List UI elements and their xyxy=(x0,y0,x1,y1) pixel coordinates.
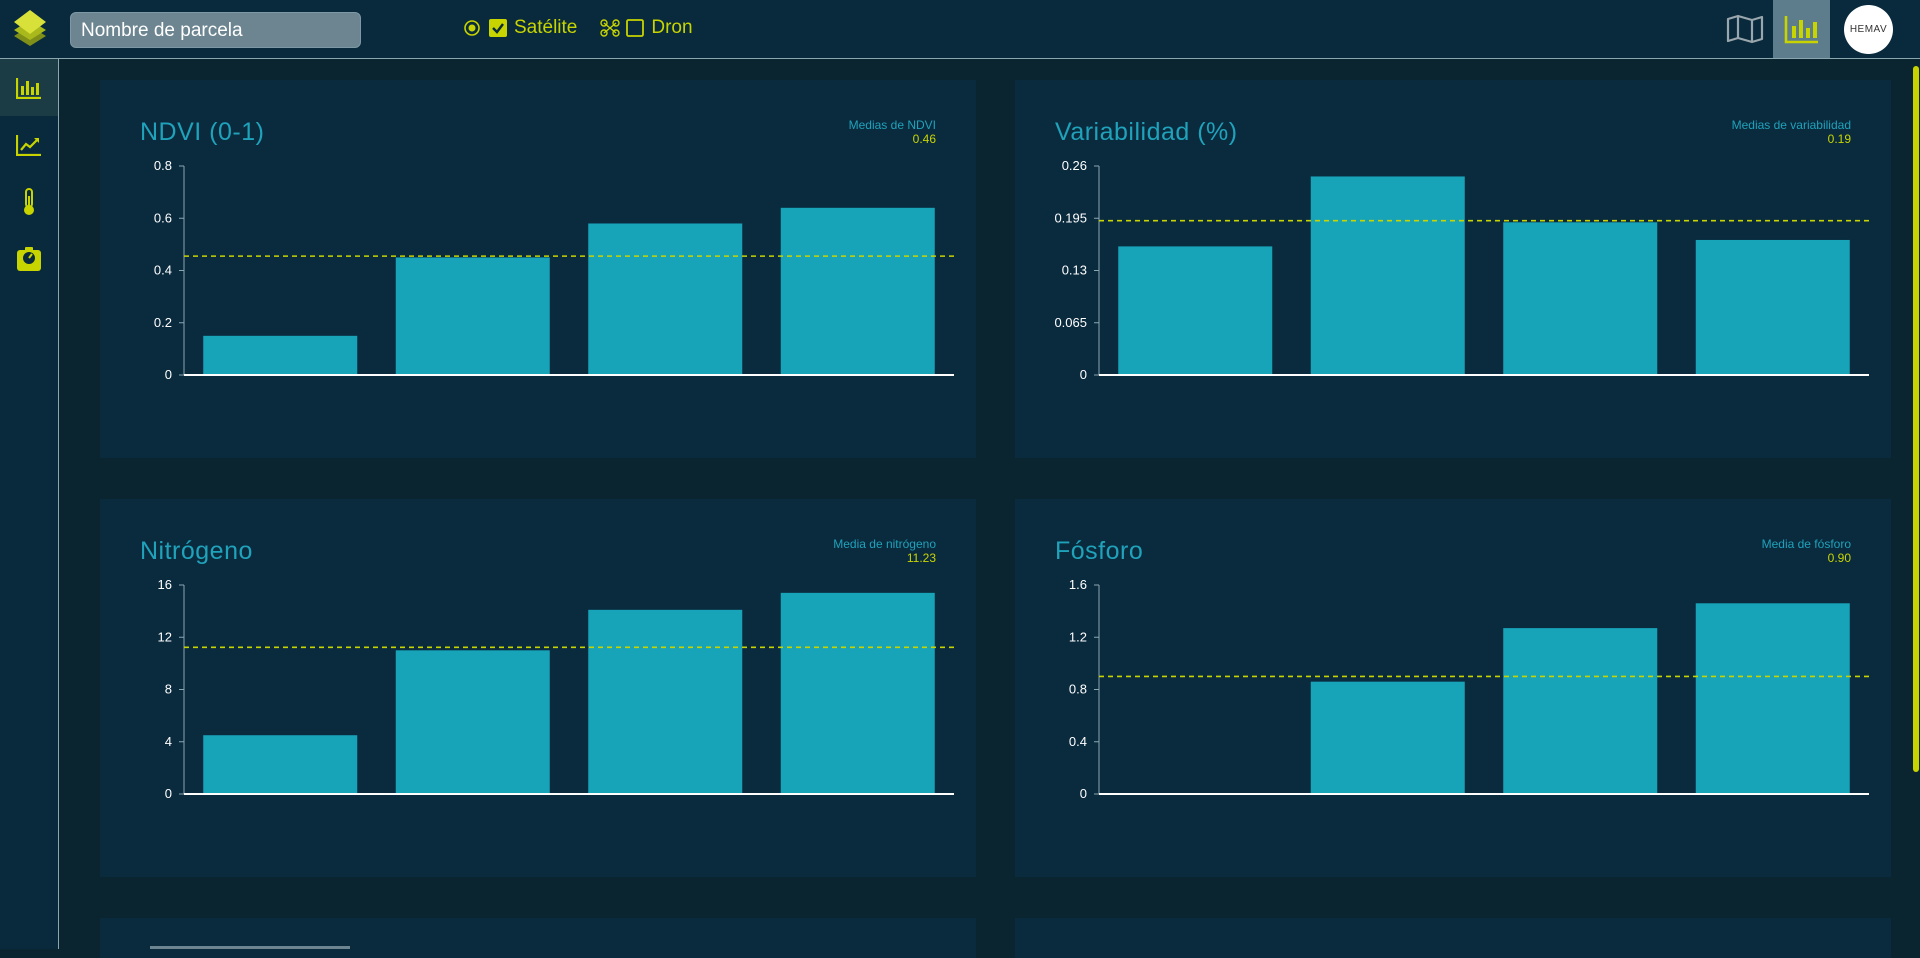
average-value: 0.46 xyxy=(912,132,936,146)
scale-icon xyxy=(17,246,41,271)
chart-card-variability: Variabilidad (%) Medias de variabilidad … xyxy=(1015,80,1891,458)
chart-card-partial xyxy=(1015,918,1891,958)
source-selector: Satélite Dron xyxy=(462,14,715,42)
map-icon xyxy=(1726,14,1763,44)
chart-card-partial xyxy=(100,918,976,958)
drone-label: Dron xyxy=(651,17,693,38)
map-view-button[interactable] xyxy=(1716,0,1773,58)
bar xyxy=(1310,176,1465,375)
y-tick-label: 0.065 xyxy=(1054,315,1087,330)
bar xyxy=(1503,222,1658,375)
dashboard-content: NDVI (0-1) Medias de NDVI 0.46 0 0.2 0.4 0.… xyxy=(59,59,1920,958)
sidebar xyxy=(0,59,59,949)
partial-tab xyxy=(150,946,350,949)
source-satellite[interactable]: Satélite xyxy=(462,17,577,39)
y-tick-label: 0.13 xyxy=(1062,263,1087,278)
bar xyxy=(1118,246,1273,375)
bar-chart-icon xyxy=(16,77,41,99)
sidebar-item-trends[interactable] xyxy=(0,116,58,173)
variability-bar-chart: 0 0.065 0.13 0.195 0.26 xyxy=(1054,158,1873,382)
bar xyxy=(395,257,550,375)
bar xyxy=(588,609,743,794)
y-tick-label: 1.6 xyxy=(1069,577,1087,592)
top-bar: Nombre de parcela Satélite xyxy=(0,0,1920,59)
y-tick-label: 0.195 xyxy=(1054,210,1087,225)
bar xyxy=(1310,681,1465,794)
line-chart-icon xyxy=(16,134,41,156)
bar xyxy=(1503,628,1658,794)
chart-title: NDVI (0-1) xyxy=(140,118,265,146)
average-label: Medias de NDVI xyxy=(848,118,936,132)
y-tick-label: 0.8 xyxy=(1069,682,1087,697)
bar xyxy=(1695,603,1850,794)
average-value: 0.90 xyxy=(1827,551,1851,565)
average-label: Media de fósforo xyxy=(1761,537,1851,551)
y-tick-label: 0.4 xyxy=(1069,734,1087,749)
y-tick-label: 0.2 xyxy=(154,315,172,330)
plot-name-field[interactable]: Nombre de parcela xyxy=(70,12,361,48)
bar xyxy=(1695,239,1850,375)
thermometer-icon xyxy=(24,187,34,215)
bar xyxy=(780,592,935,794)
drone-checkbox[interactable] xyxy=(625,18,645,38)
y-tick-label: 4 xyxy=(165,734,172,749)
average-value: 11.23 xyxy=(906,551,936,565)
chart-card-ndvi: NDVI (0-1) Medias de NDVI 0.46 0 0.2 0.4 0.… xyxy=(100,80,976,458)
chart-card-phosphorus: Fósforo Media de fósforo 0.90 0 0.4 0.8 1.2… xyxy=(1015,499,1891,877)
y-tick-label: 0 xyxy=(165,367,172,382)
bar-chart-icon xyxy=(1784,16,1818,44)
y-tick-label: 0 xyxy=(1080,367,1087,382)
sidebar-item-weight[interactable] xyxy=(0,230,58,287)
bar xyxy=(203,735,358,794)
sidebar-item-temperature[interactable] xyxy=(0,173,58,230)
average-label: Media de nitrógeno xyxy=(833,537,936,551)
y-tick-label: 0.26 xyxy=(1062,158,1087,173)
chart-title: Fósforo xyxy=(1055,537,1144,565)
y-tick-label: 0 xyxy=(1080,786,1087,801)
source-drone[interactable]: Dron xyxy=(599,17,693,39)
average-value: 0.19 xyxy=(1827,132,1851,146)
charts-view-button[interactable] xyxy=(1773,0,1830,58)
y-tick-label: 0.4 xyxy=(154,263,172,278)
user-avatar[interactable]: HEMAV xyxy=(1844,5,1893,54)
avatar-logo-text: HEMAV xyxy=(1849,24,1888,35)
satellite-radio-icon xyxy=(462,18,482,38)
app-logo[interactable] xyxy=(12,8,48,52)
satellite-label: Satélite xyxy=(514,17,578,38)
y-tick-label: 1.2 xyxy=(1069,629,1087,644)
bar xyxy=(203,335,358,375)
bar xyxy=(395,650,550,794)
y-tick-label: 0 xyxy=(165,786,172,801)
chart-card-nitrogen: Nitrógeno Media de nitrógeno 11.23 0 4 8 12… xyxy=(100,499,976,877)
average-label: Medias de variabilidad xyxy=(1731,118,1851,132)
phosphorus-bar-chart: 0 0.4 0.8 1.2 1.6 xyxy=(1069,577,1873,801)
nitrogen-bar-chart: 0 4 8 12 16 xyxy=(158,577,958,801)
bar xyxy=(588,223,743,375)
satellite-checkbox[interactable] xyxy=(488,18,508,38)
y-tick-label: 0.6 xyxy=(154,210,172,225)
bar xyxy=(780,207,935,375)
y-tick-label: 12 xyxy=(158,629,172,644)
chart-title: Variabilidad (%) xyxy=(1055,118,1238,146)
chart-title: Nitrógeno xyxy=(140,537,253,565)
sidebar-item-bar-charts[interactable] xyxy=(0,59,58,116)
scrollbar-thumb[interactable] xyxy=(1913,66,1919,772)
ndvi-bar-chart: 0 0.2 0.4 0.6 0.8 xyxy=(154,158,958,382)
drone-icon xyxy=(599,18,621,38)
y-tick-label: 16 xyxy=(158,577,172,592)
y-tick-label: 8 xyxy=(165,682,172,697)
y-tick-label: 0.8 xyxy=(154,158,172,173)
